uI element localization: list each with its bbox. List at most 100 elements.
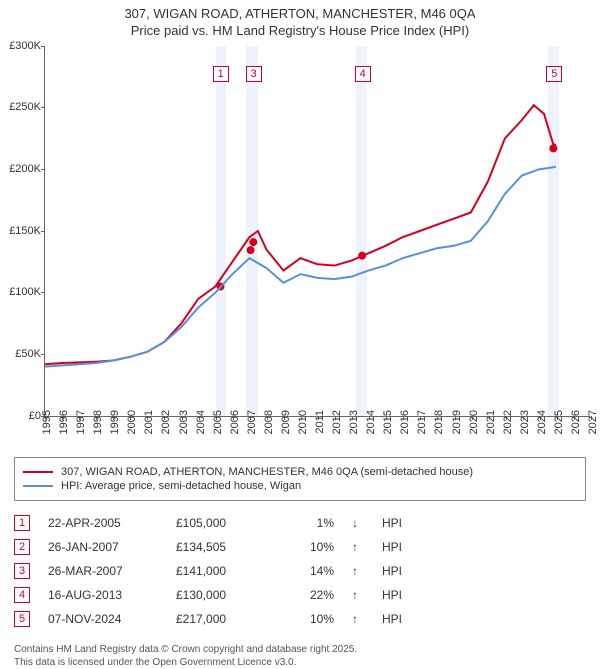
marker-box: 5: [546, 66, 562, 82]
row-arrow-icon: ↑: [352, 588, 364, 602]
row-date: 22-APR-2005: [48, 516, 158, 530]
row-percent: 1%: [284, 516, 334, 530]
data-point: [358, 251, 366, 259]
data-point: [549, 144, 557, 152]
x-tick-label: 2000: [126, 410, 138, 434]
series-price_paid: [45, 105, 556, 364]
x-tick-label: 2015: [382, 410, 394, 434]
y-tick-mark: [41, 107, 45, 108]
legend-label: HPI: Average price, semi-detached house,…: [61, 480, 301, 492]
x-tick-label: 2013: [348, 410, 360, 434]
footer-line-2: This data is licensed under the Open Gov…: [14, 656, 586, 669]
x-tick-label: 2024: [536, 410, 548, 434]
row-date: 26-JAN-2007: [48, 540, 158, 554]
marker-box: 3: [246, 66, 262, 82]
y-tick-label: £100K: [1, 286, 41, 298]
x-tick-label: 2009: [280, 410, 292, 434]
legend: 307, WIGAN ROAD, ATHERTON, MANCHESTER, M…: [14, 457, 586, 501]
row-suffix: HPI: [382, 612, 412, 626]
legend-row: HPI: Average price, semi-detached house,…: [23, 480, 577, 492]
table-row: 3 26-MAR-2007 £141,000 14% ↑ HPI: [14, 559, 586, 583]
row-date: 07-NOV-2024: [48, 612, 158, 626]
row-date: 26-MAR-2007: [48, 564, 158, 578]
x-tick-label: 2002: [160, 410, 172, 434]
x-tick-label: 2004: [195, 410, 207, 434]
legend-swatch: [23, 471, 53, 473]
x-tick-label: 2018: [433, 410, 445, 434]
x-tick-label: 2026: [570, 410, 582, 434]
x-tick-label: 1997: [75, 410, 87, 434]
title-line-1: 307, WIGAN ROAD, ATHERTON, MANCHESTER, M…: [124, 6, 475, 21]
x-tick-label: 2022: [502, 410, 514, 434]
marker-box: 1: [213, 66, 229, 82]
y-tick-mark: [41, 169, 45, 170]
table-row: 2 26-JAN-2007 £134,505 10% ↑ HPI: [14, 535, 586, 559]
legend-swatch: [23, 485, 53, 487]
x-tick-label: 2019: [451, 410, 463, 434]
x-tick-label: 1999: [109, 410, 121, 434]
chart-title: 307, WIGAN ROAD, ATHERTON, MANCHESTER, M…: [0, 0, 600, 40]
footer: Contains HM Land Registry data © Crown c…: [14, 643, 586, 669]
row-price: £134,505: [176, 540, 266, 554]
x-tick-label: 2016: [399, 410, 411, 434]
x-tick-label: 2005: [212, 410, 224, 434]
table-row: 5 07-NOV-2024 £217,000 10% ↑ HPI: [14, 607, 586, 631]
table-row: 1 22-APR-2005 £105,000 1% ↓ HPI: [14, 511, 586, 535]
x-tick-label: 2023: [519, 410, 531, 434]
row-arrow-icon: ↑: [352, 612, 364, 626]
legend-label: 307, WIGAN ROAD, ATHERTON, MANCHESTER, M…: [61, 466, 473, 478]
x-tick-label: 1998: [92, 410, 104, 434]
row-date: 16-AUG-2013: [48, 588, 158, 602]
row-arrow-icon: ↑: [352, 564, 364, 578]
row-arrow-icon: ↑: [352, 540, 364, 554]
row-price: £130,000: [176, 588, 266, 602]
row-price: £141,000: [176, 564, 266, 578]
row-index-box: 2: [14, 539, 30, 555]
y-tick-label: £300K: [1, 40, 41, 52]
x-tick-label: 2008: [263, 410, 275, 434]
x-tick-label: 1996: [58, 410, 70, 434]
x-tick-label: 2017: [416, 410, 428, 434]
row-index-box: 5: [14, 611, 30, 627]
x-tick-label: 2014: [365, 410, 377, 434]
y-tick-mark: [41, 46, 45, 47]
y-tick-label: £150K: [1, 225, 41, 237]
y-tick-label: £50K: [1, 348, 41, 360]
footer-line-1: Contains HM Land Registry data © Crown c…: [14, 643, 586, 656]
x-tick-label: 2020: [468, 410, 480, 434]
x-tick-label: 2001: [143, 410, 155, 434]
table-row: 416-AUG-2013£130,00022%↑HPI: [14, 583, 586, 607]
x-tick-label: 2007: [246, 410, 258, 434]
y-tick-mark: [41, 231, 45, 232]
y-tick-label: £250K: [1, 101, 41, 113]
chart-area: £0£50K£100K£150K£200K£250K£300K199519961…: [44, 46, 590, 417]
transactions-table: 1 22-APR-2005 £105,000 1% ↓ HPI 2 26-JAN-2007 £1…: [14, 511, 586, 631]
y-tick-label: £0: [1, 410, 41, 422]
title-line-2: Price paid vs. HM Land Registry's House …: [131, 23, 469, 38]
y-tick-mark: [41, 354, 45, 355]
chart-svg: [45, 46, 590, 416]
x-tick-label: 2025: [553, 410, 565, 434]
row-price: £105,000: [176, 516, 266, 530]
legend-row: 307, WIGAN ROAD, ATHERTON, MANCHESTER, M…: [23, 466, 577, 478]
data-point: [249, 238, 257, 246]
row-index-box: 3: [14, 563, 30, 579]
marker-box: 4: [355, 66, 371, 82]
y-tick-label: £200K: [1, 163, 41, 175]
row-arrow-icon: ↓: [352, 516, 364, 530]
x-tick-label: 2011: [314, 410, 326, 434]
row-suffix: HPI: [382, 516, 412, 530]
x-tick-label: 2010: [297, 410, 309, 434]
data-point: [247, 246, 255, 254]
x-tick-label: 2012: [331, 410, 343, 434]
row-suffix: HPI: [382, 564, 412, 578]
row-index-box: 1: [14, 515, 30, 531]
y-tick-mark: [41, 292, 45, 293]
row-percent: 10%: [284, 612, 334, 626]
row-price: £217,000: [176, 612, 266, 626]
row-percent: 14%: [284, 564, 334, 578]
row-suffix: HPI: [382, 540, 412, 554]
x-tick-label: 2006: [229, 410, 241, 434]
row-percent: 10%: [284, 540, 334, 554]
row-index-box: 4: [14, 587, 30, 603]
